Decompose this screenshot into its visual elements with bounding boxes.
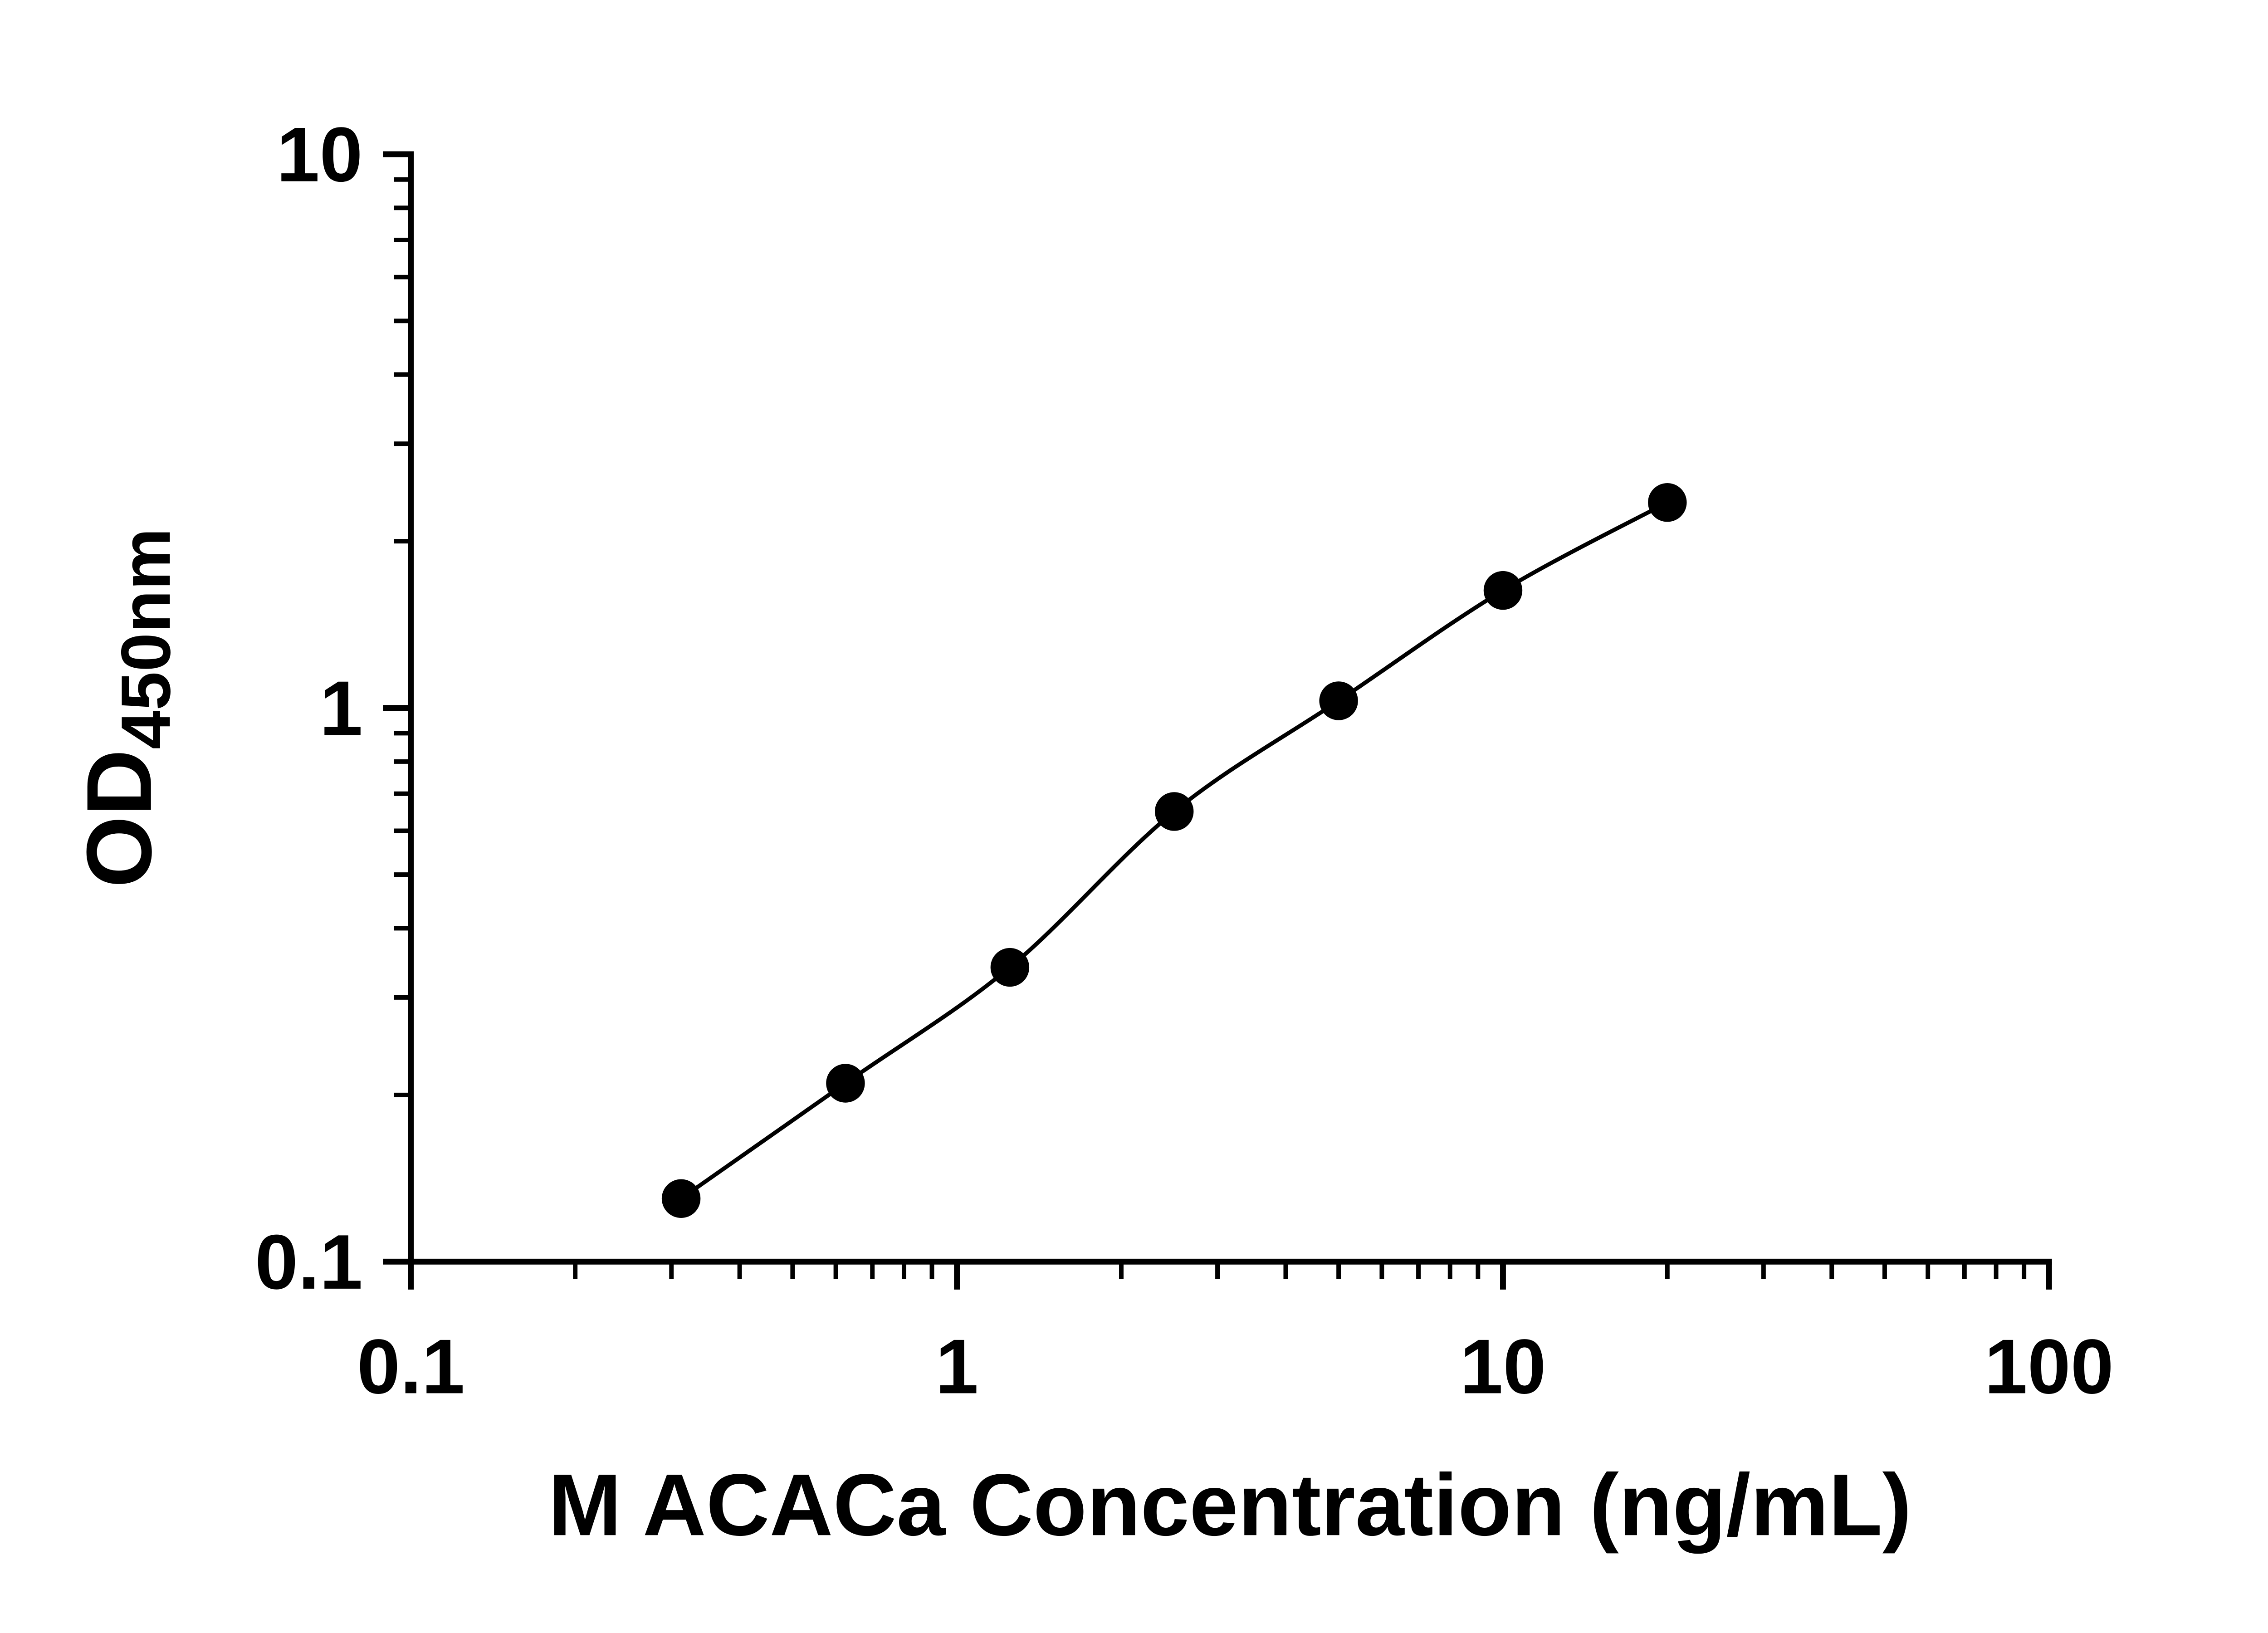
data-point-marker: [1648, 483, 1687, 522]
data-point-marker: [990, 948, 1030, 987]
y-axis-title: OD450nm: [68, 528, 185, 888]
standard-curve-line: [680, 500, 1668, 1200]
data-point-marker: [826, 1064, 865, 1103]
x-tick-label: 100: [1984, 1323, 2114, 1410]
y-tick-label: 10: [277, 112, 363, 198]
data-point-marker: [661, 1179, 701, 1218]
y-tick-label: 0.1: [255, 1219, 362, 1305]
x-tick-label: 10: [1460, 1323, 1546, 1410]
data-point-marker: [1319, 681, 1358, 720]
data-point-marker: [1154, 792, 1194, 831]
y-tick-label: 1: [320, 665, 363, 752]
data-point-marker: [1483, 571, 1523, 610]
x-axis-title: M ACACa Concentration (ng/mL): [548, 1456, 1911, 1554]
x-tick-label: 1: [935, 1323, 978, 1410]
x-tick-label: 0.1: [357, 1323, 464, 1410]
